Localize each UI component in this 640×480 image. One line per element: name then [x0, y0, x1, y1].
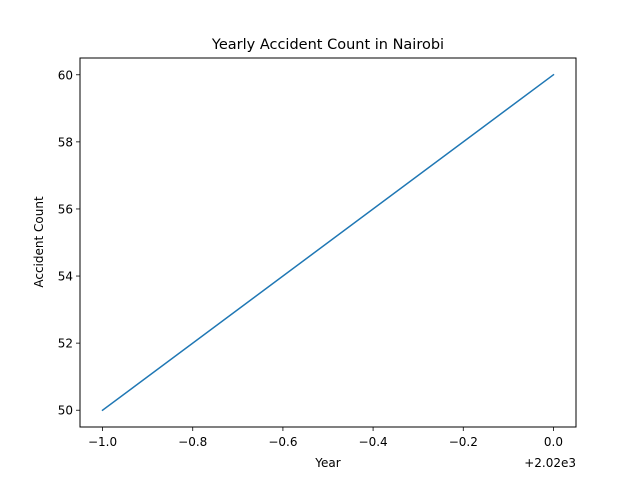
x-axis-ticks: −1.0 −0.8 −0.6 −0.4 −0.2 0.0 — [88, 427, 563, 449]
y-tick-label: 60 — [58, 68, 73, 82]
x-axis-label: Year — [314, 456, 340, 470]
chart-title: Yearly Accident Count in Nairobi — [211, 37, 444, 53]
y-axis-label: Accident Count — [32, 196, 46, 288]
axes-frame — [79, 57, 577, 428]
y-tick-label: 50 — [58, 404, 73, 418]
y-axis-ticks: 50 52 54 56 58 60 — [58, 68, 80, 418]
plot-area — [79, 57, 577, 428]
series-line-0 — [101, 73, 555, 412]
y-tick-label: 54 — [58, 270, 73, 284]
y-tick-label: 58 — [58, 135, 73, 149]
series-layer — [101, 73, 555, 412]
x-tick-label: −0.8 — [178, 435, 207, 449]
y-tick-label: 52 — [58, 337, 73, 351]
x-tick-label: −0.6 — [268, 435, 297, 449]
x-axis-offset-label: +2.02e3 — [524, 456, 576, 470]
y-tick-label: 56 — [58, 202, 73, 216]
x-tick-label: 0.0 — [544, 435, 563, 449]
x-tick-label: −0.2 — [449, 435, 478, 449]
x-tick-label: −0.4 — [359, 435, 388, 449]
x-tick-label: −1.0 — [88, 435, 117, 449]
